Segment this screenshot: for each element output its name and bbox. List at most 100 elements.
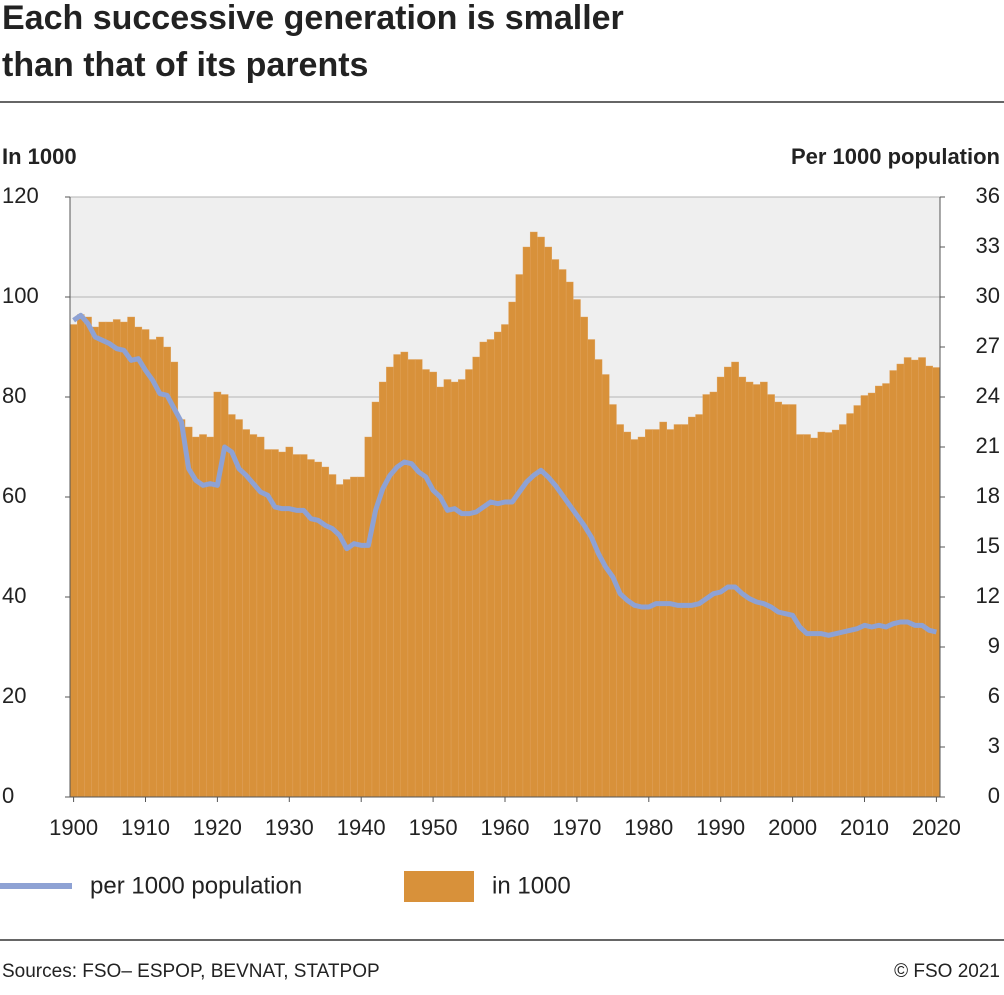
bar [774,401,783,798]
bar [127,316,135,798]
bar [716,376,725,798]
bar [148,339,157,798]
bar [285,446,294,798]
bar [659,421,667,798]
bar [357,476,365,798]
bar [551,259,560,798]
legend-swatch [404,871,474,902]
bar [386,366,394,798]
bar [867,392,876,798]
bar [206,436,215,798]
x-tick-label: 1960 [481,815,530,840]
bar [177,419,186,798]
bar [371,401,380,798]
bar [932,367,941,798]
bar [141,329,150,798]
bar [889,370,898,798]
bar [788,404,797,798]
chart-title: than that of its parents [2,46,368,84]
line [72,312,937,638]
x-tick-label: 2010 [840,815,889,840]
credit: © FSO 2021 [894,961,1000,982]
y-axis-label: In 1000 [2,144,77,169]
bar [105,321,114,798]
y-tick-label: 80 [2,383,26,408]
bar [846,413,854,798]
bar [184,426,193,798]
x-tick-label: 1970 [552,815,601,840]
y2-tick-label: 21 [976,433,1000,458]
bar [652,429,660,798]
bar [767,394,775,798]
bar [853,405,862,798]
bar [609,404,617,798]
x-tick-label: 1930 [265,815,314,840]
bar [731,361,739,798]
bar [163,346,171,798]
bar [637,436,646,798]
y-tick-label: 60 [2,483,26,508]
bar [120,321,128,798]
bar [501,324,509,798]
bar [429,371,437,798]
bar [882,383,890,798]
bar [760,381,768,798]
bar [450,381,459,798]
bar [911,359,919,798]
bar [292,454,301,798]
bar [925,365,934,798]
bar [795,434,804,798]
bar [645,429,653,798]
bar [227,414,236,798]
bar [903,357,912,798]
bar [199,434,207,798]
bar [601,374,610,798]
x-tick-label: 1920 [193,815,242,840]
y-tick-label: 20 [2,683,26,708]
bar [724,366,732,798]
y2-tick-label: 36 [976,183,1000,208]
bar [84,316,92,798]
bar [472,356,481,798]
legend-label: in 1000 [492,872,571,899]
bar [810,437,818,798]
y2-tick-label: 33 [976,233,1000,258]
bar [278,451,286,798]
x-tick-label: 2020 [912,815,961,840]
bar [98,321,107,798]
y-tick-label: 0 [2,783,14,808]
bar [630,439,639,798]
bar [673,424,682,798]
bar [192,436,200,798]
bar [235,419,243,798]
bar [558,269,567,798]
bar [76,314,85,798]
bar [616,424,624,798]
y2-tick-label: 30 [976,283,1000,308]
bar [623,431,632,798]
y-tick-label: 120 [2,183,39,208]
bar [537,236,545,798]
bar [400,351,409,798]
bar [299,454,308,798]
bar [817,431,826,798]
bar [213,391,222,798]
bar [328,474,337,798]
bar [580,316,588,798]
bar [803,434,811,798]
y2-tick-label: 12 [976,583,1000,608]
bar [918,357,926,798]
bar [350,476,358,798]
x-tick-label: 2000 [768,815,817,840]
bar [69,324,78,798]
y2-tick-label: 15 [976,533,1000,558]
x-tick-label: 1980 [624,815,673,840]
bar [414,359,423,798]
x-tick-label: 1910 [121,815,170,840]
y2-tick-label: 18 [976,483,1000,508]
bar [508,301,516,798]
bar [831,429,840,798]
y2-tick-label: 6 [988,683,1000,708]
bar [465,369,473,798]
bar [824,432,833,798]
